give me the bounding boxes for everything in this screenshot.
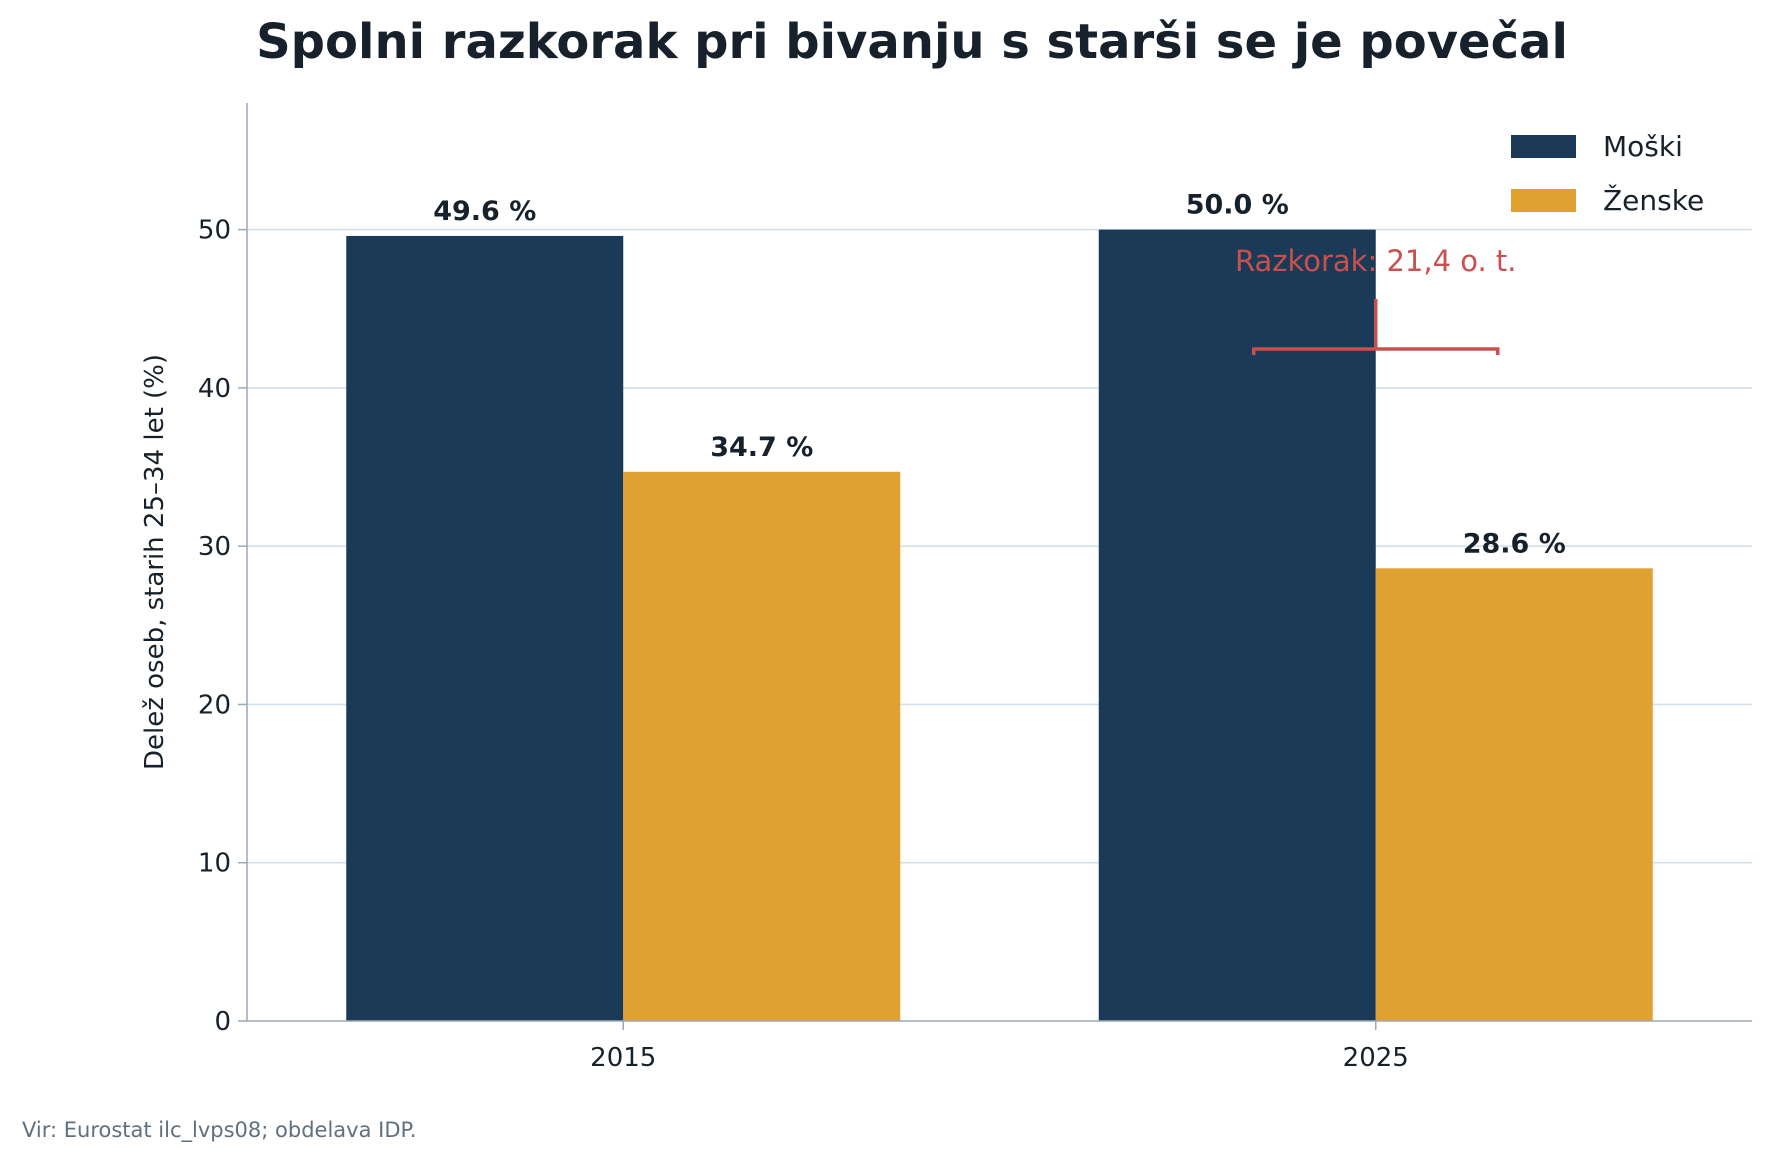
gap-annotation-label: Razkorak: 21,4 o. t. (1235, 244, 1517, 278)
ticks: 0 10 20 30 40 50 2015 2025 (198, 216, 1409, 1073)
legend-swatch (1511, 135, 1576, 158)
bar-zenske-2015 (623, 471, 901, 1022)
y-tick-label: 20 (198, 690, 231, 720)
bar-value-label: 34.7 % (710, 432, 813, 463)
bar-moski-2025 (1098, 229, 1376, 1021)
bars (346, 229, 1653, 1022)
x-tick-label: 2025 (1343, 1043, 1409, 1073)
legend-label: Moški (1603, 130, 1683, 163)
gap-annotation: Razkorak: 21,4 o. t. (1235, 244, 1517, 355)
bar-value-label: 28.6 % (1463, 528, 1566, 559)
legend-label: Ženske (1603, 183, 1704, 217)
gap-bracket (1252, 298, 1500, 355)
bar-value-label: 50.0 % (1186, 190, 1289, 221)
y-tick-label: 0 (214, 1007, 231, 1037)
data-labels: 49.6 % 34.7 % 50.0 % 28.6 % (433, 190, 1566, 560)
y-tick-label: 50 (198, 216, 231, 246)
legend-swatch (1511, 189, 1576, 212)
chart-title: Spolni razkorak pri bivanju s starši se … (256, 14, 1568, 70)
y-axis-label: Delež oseb, starih 25–34 let (%) (140, 354, 170, 770)
x-tick-label: 2015 (590, 1043, 656, 1073)
source-note: Vir: Eurostat ilc_lvps08; obdelava IDP. (22, 1118, 417, 1143)
bar-zenske-2025 (1375, 568, 1653, 1021)
axes (246, 103, 1752, 1022)
legend: Moški Ženske (1511, 130, 1704, 217)
y-tick-label: 10 (198, 849, 231, 879)
y-tick-label: 30 (198, 532, 231, 562)
y-tick-label: 40 (198, 374, 231, 404)
bar-value-label: 49.6 % (433, 196, 536, 227)
bar-moski-2015 (346, 235, 624, 1021)
